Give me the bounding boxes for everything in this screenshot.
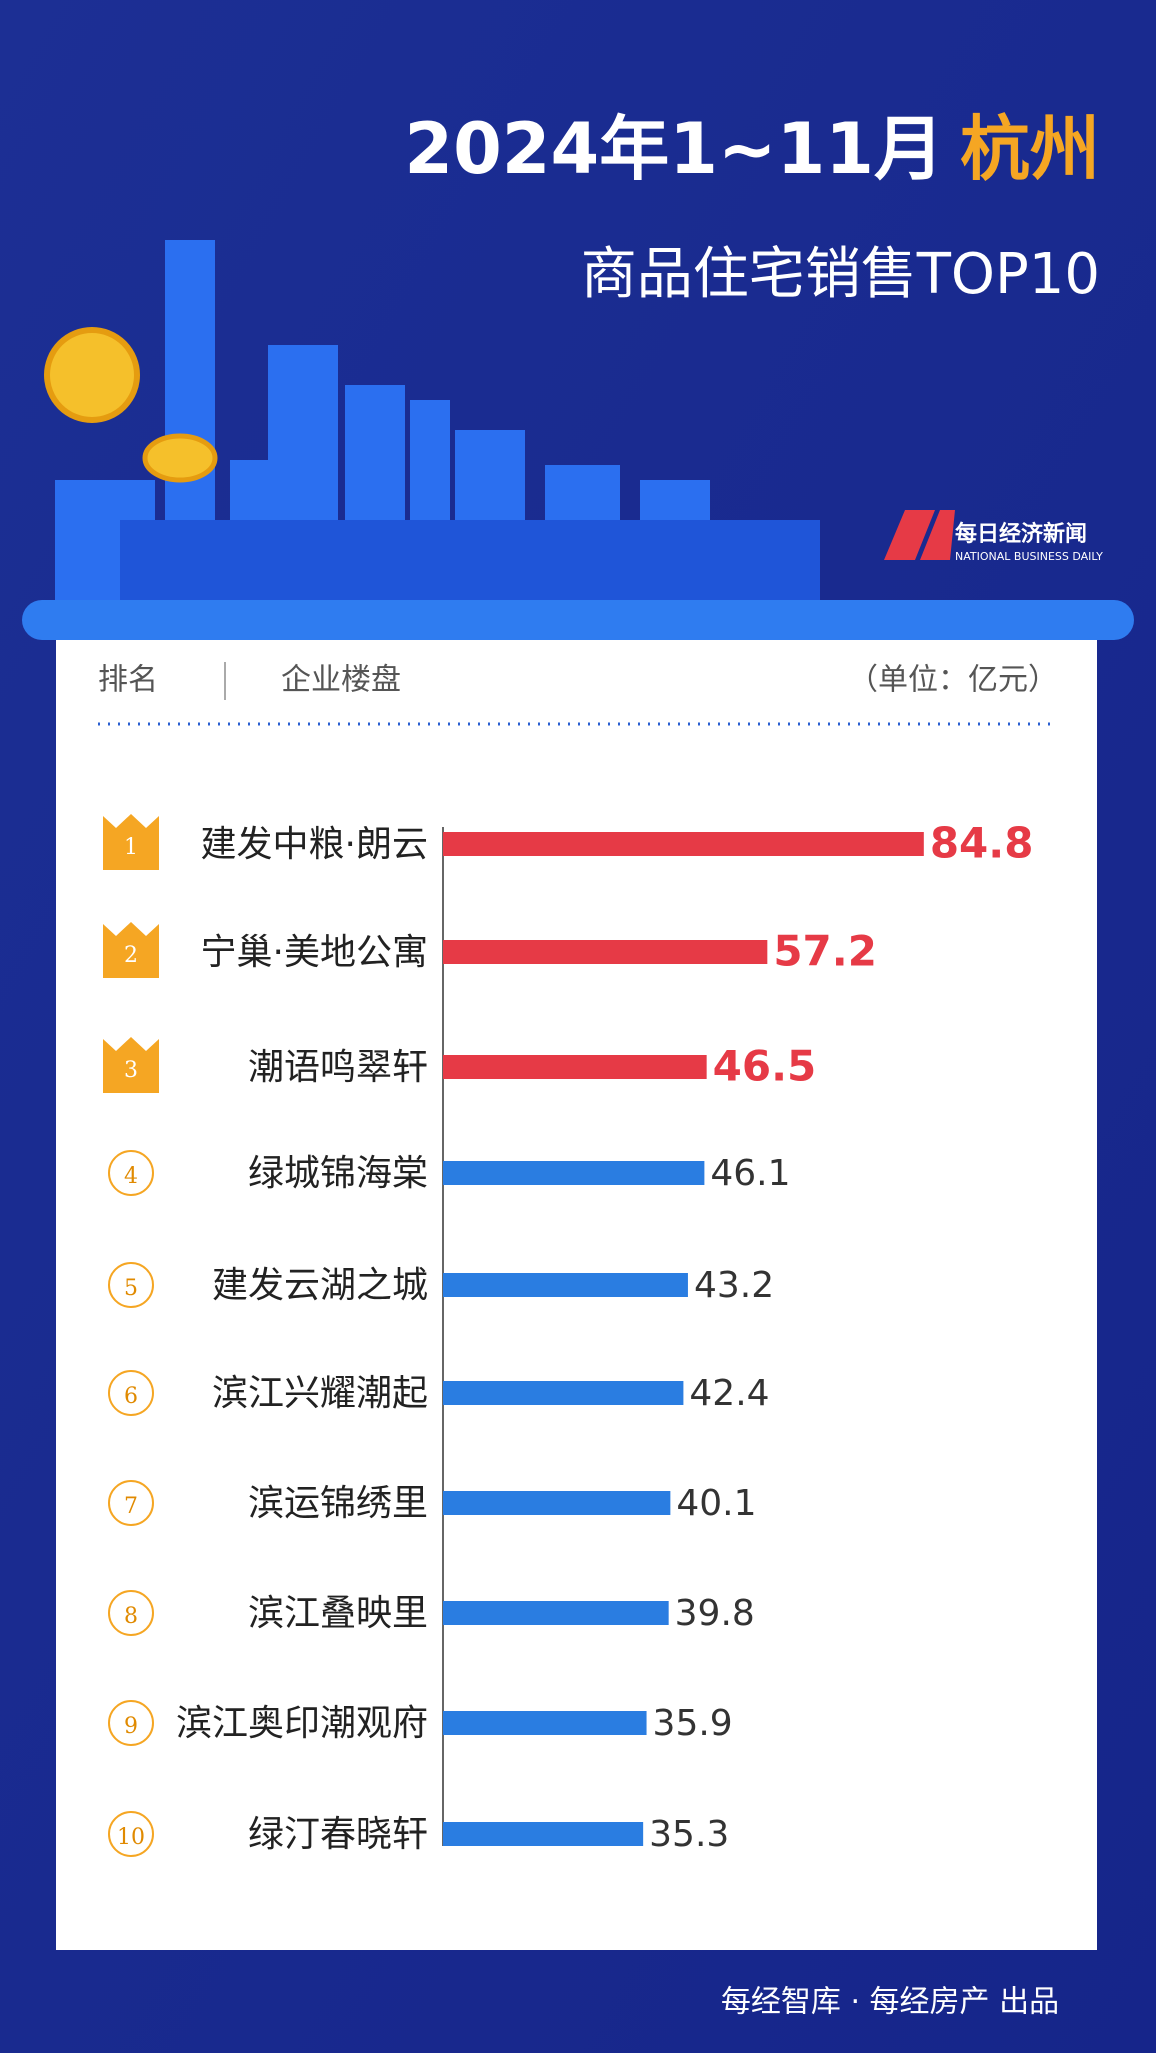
value-label: 40.1 [676, 1483, 756, 1524]
logo-name: 每日经济新闻 [955, 521, 1087, 547]
rank-circle [108, 1590, 154, 1636]
bar [443, 1381, 684, 1405]
category-label: 滨江奥印潮观府 [176, 1703, 428, 1744]
logo-en: NATIONAL BUSINESS DAILY [955, 550, 1103, 563]
rank-number: 7 [124, 1494, 138, 1519]
rank-circle [108, 1150, 154, 1196]
rank-crown [103, 1037, 159, 1093]
logo-mark [884, 510, 955, 560]
value-label: 35.9 [653, 1703, 733, 1744]
value-label: 35.3 [649, 1814, 729, 1855]
bar [443, 1822, 644, 1846]
bar [443, 1601, 669, 1625]
rank-crown [103, 922, 159, 978]
value-label: 57.2 [773, 927, 877, 976]
rank-crown [103, 814, 159, 870]
value-label: 42.4 [689, 1373, 769, 1414]
rank-number: 2 [124, 943, 138, 968]
title-city: 杭州 [960, 108, 1100, 190]
rank-circle [108, 1262, 154, 1308]
bar [443, 940, 768, 964]
coin [44, 327, 140, 423]
value-label: 46.1 [710, 1153, 790, 1194]
header-project: 企业楼盘 [281, 663, 401, 698]
rank-number: 1 [124, 835, 138, 860]
header-rank: 排名 [98, 663, 158, 698]
footer-credit: 每经智库 · 每经房产 出品 [721, 1985, 1059, 2020]
value-label: 46.5 [713, 1042, 817, 1091]
rank-number: 5 [124, 1276, 138, 1301]
rank-number: 10 [117, 1825, 145, 1850]
bar [443, 1491, 671, 1515]
rank-circle [108, 1370, 154, 1416]
category-label: 滨江兴耀潮起 [212, 1373, 428, 1414]
header-unit: （单位：亿元） [848, 663, 1058, 698]
category-label: 绿汀春晓轩 [248, 1814, 428, 1855]
rank-circle [108, 1811, 154, 1857]
category-label: 潮语鸣翠轩 [248, 1047, 428, 1088]
value-label: 43.2 [694, 1265, 774, 1306]
category-label: 建发云湖之城 [212, 1265, 428, 1306]
title-date: 2024年1~11月 [404, 108, 944, 190]
rank-number: 8 [124, 1604, 138, 1629]
bar [443, 1711, 647, 1735]
category-label: 建发中粮·朗云 [201, 824, 428, 865]
title: 2024年1~11月 杭州 [404, 108, 1100, 190]
rank-number: 4 [124, 1164, 138, 1189]
rank-number: 3 [124, 1058, 138, 1083]
bar [443, 1273, 688, 1297]
subtitle: 商品住宅销售TOP10 [581, 242, 1100, 307]
category-label: 滨江叠映里 [248, 1593, 428, 1634]
bar [443, 832, 924, 856]
coin [142, 433, 218, 483]
bar [443, 1161, 705, 1185]
skyline [55, 240, 820, 605]
rank-number: 6 [124, 1384, 138, 1409]
category-label: 滨运锦绣里 [248, 1483, 428, 1524]
value-label: 39.8 [675, 1593, 755, 1634]
scroll-bar [22, 600, 1134, 640]
category-label: 绿城锦海棠 [248, 1153, 428, 1194]
value-label: 84.8 [930, 819, 1034, 868]
rank-number: 9 [124, 1714, 138, 1739]
rank-circle [108, 1480, 154, 1526]
bar [443, 1055, 707, 1079]
category-label: 宁巢·美地公寓 [201, 932, 428, 973]
rank-circle [108, 1700, 154, 1746]
